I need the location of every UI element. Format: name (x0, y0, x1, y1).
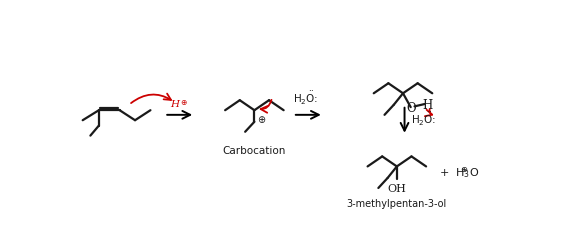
Text: $\oplus$: $\oplus$ (180, 98, 188, 107)
Text: Carbocation: Carbocation (223, 145, 286, 155)
Text: 3-methylpentan-3-ol: 3-methylpentan-3-ol (347, 198, 447, 208)
Text: H$_2\ddot{\rm O}$:: H$_2\ddot{\rm O}$: (293, 90, 319, 107)
Text: $+$  H$_3$O: $+$ H$_3$O (439, 165, 479, 179)
Text: O: O (406, 101, 415, 114)
Text: OH: OH (388, 183, 406, 193)
Text: $\oplus$: $\oplus$ (257, 113, 266, 124)
Text: H$_2\ddot{\rm O}$:: H$_2\ddot{\rm O}$: (411, 111, 436, 128)
Text: $\oplus$: $\oplus$ (460, 165, 468, 174)
Text: H: H (170, 100, 179, 108)
Text: H: H (423, 98, 433, 111)
